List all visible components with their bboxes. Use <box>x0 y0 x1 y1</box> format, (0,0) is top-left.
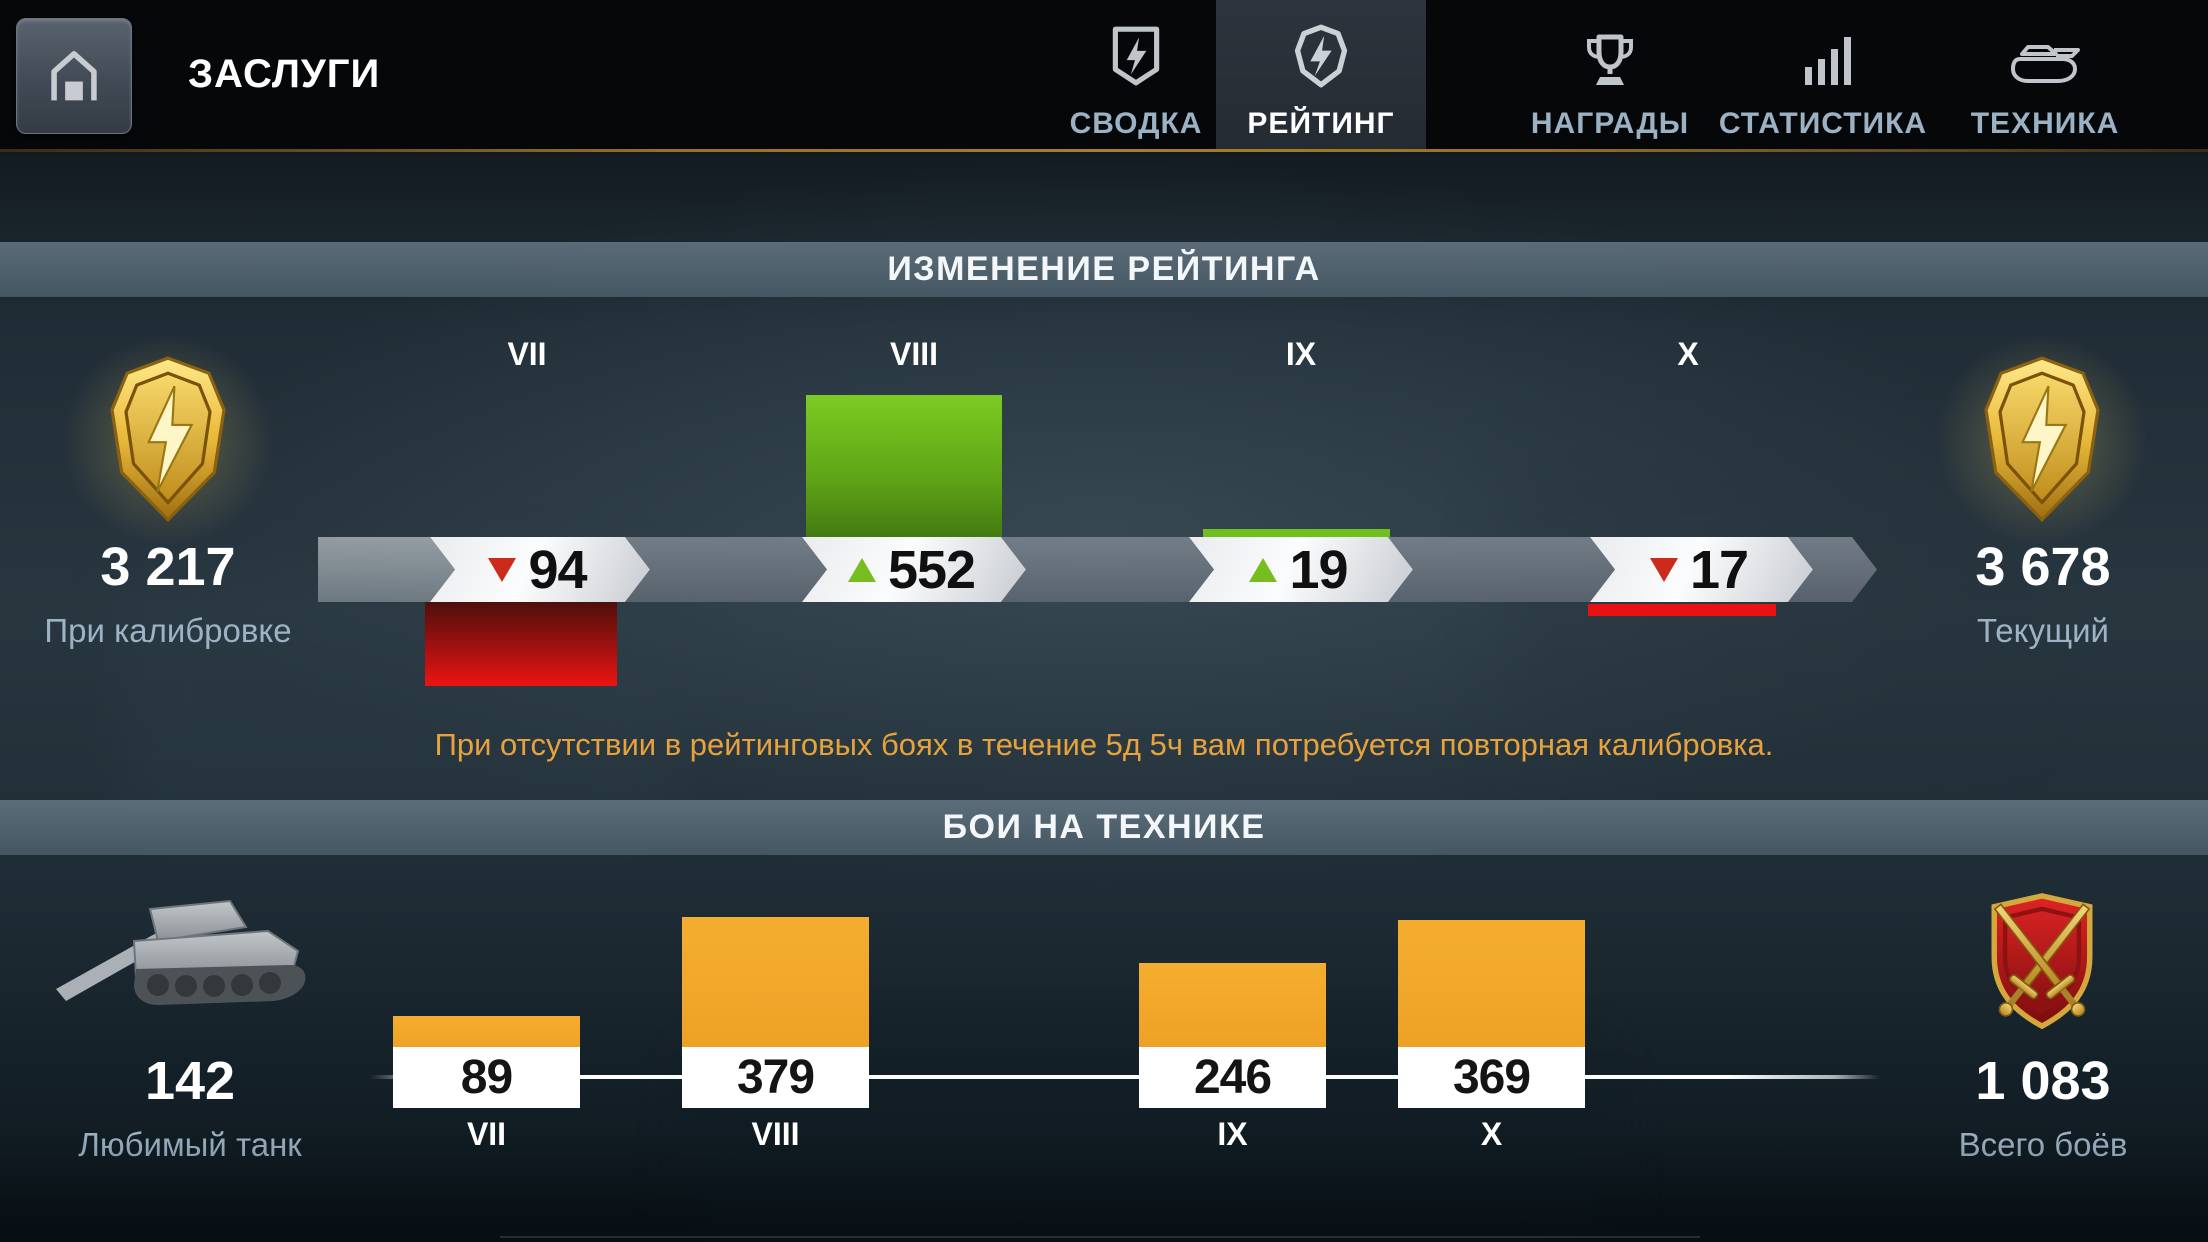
battles-tier-label-ix: IX <box>1217 1116 1248 1152</box>
arrow-up-icon <box>1249 558 1277 582</box>
battles-count-vii: 89 <box>460 1051 513 1104</box>
battles-bar-x: 369 X <box>1398 920 1585 1153</box>
tank-silhouette-icon <box>56 899 306 1005</box>
tab-vehicles[interactable]: ТЕХНИКА <box>1940 0 2150 149</box>
calibration-label: При калибровке <box>44 612 292 649</box>
battles-count-viii: 379 <box>736 1051 815 1104</box>
home-icon <box>51 51 97 101</box>
battles-tier-label-x: X <box>1480 1116 1503 1152</box>
home-button[interactable] <box>16 18 132 134</box>
rating-change-segment-viii: 552 <box>802 537 1026 602</box>
rating-shield-icon <box>1289 22 1353 95</box>
arrow-down-icon <box>488 558 516 582</box>
favorite-tank-image <box>50 862 330 1042</box>
current-rating-value: 3 678 <box>1975 537 2111 597</box>
favorite-tank-value: 142 <box>144 1051 236 1111</box>
background-shape <box>1500 452 2020 752</box>
tab-awards-label: НАГРАДЫ <box>1530 107 1690 140</box>
calibration-badge <box>58 330 278 550</box>
rating-change-vii: 94 <box>528 539 587 600</box>
rating-change-segment-x: 17 <box>1590 537 1813 602</box>
calibration-stat: 3 217 При калибровке <box>8 536 328 650</box>
band-gap-segment <box>1001 537 1214 602</box>
tank-icon <box>2006 30 2084 95</box>
battles-bar-ix: 246 IX <box>1139 963 1326 1153</box>
battles-bar-fill <box>1139 963 1326 1047</box>
battles-bar-fill <box>393 1016 580 1047</box>
rating-tier-label-ix: IX <box>1285 336 1317 372</box>
rating-gain-bar-viii <box>806 395 1002 537</box>
trophy-icon <box>1580 28 1640 95</box>
gold-shield-icon <box>110 356 226 523</box>
battles-tier-label-viii: VIII <box>751 1116 800 1152</box>
tab-rating[interactable]: РЕЙТИНГ <box>1216 0 1426 149</box>
battles-bar-viii: 379 VIII <box>682 917 869 1153</box>
rating-change-segment-ix: 19 <box>1189 537 1413 602</box>
total-battles-value: 1 083 <box>1975 1051 2111 1111</box>
current-rating-badge <box>1932 330 2152 550</box>
page-title: ЗАСЛУГИ <box>188 52 381 96</box>
band-gap-segment <box>1388 537 1615 602</box>
bar-chart-icon <box>1793 28 1853 95</box>
summary-banner-icon <box>1107 24 1165 95</box>
rating-section-header: ИЗМЕНЕНИЕ РЕЙТИНГА <box>0 242 2208 297</box>
bottom-vignette <box>0 1130 2208 1242</box>
band-gap-segment <box>625 537 827 602</box>
calibration-value: 3 217 <box>100 537 236 597</box>
rating-loss-bar-x <box>1588 604 1776 616</box>
tab-statistics[interactable]: СТАТИСТИКА <box>1718 0 1928 149</box>
total-battles-badge <box>1962 878 2122 1043</box>
battles-bar-vii: 89 VII <box>393 1016 580 1153</box>
battles-count-x: 369 <box>1452 1051 1531 1104</box>
tab-statistics-label: СТАТИСТИКА <box>1718 107 1928 140</box>
crossed-swords-shield-icon <box>1991 892 2093 1029</box>
tab-summary-label: СВОДКА <box>1069 107 1203 140</box>
floor-edge-line <box>500 1236 1700 1238</box>
chart-baseline <box>370 1075 1880 1079</box>
header-divider <box>0 149 2208 152</box>
rating-change-viii: 552 <box>887 539 976 600</box>
tab-rating-label: РЕЙТИНГ <box>1247 107 1395 140</box>
band-start-segment <box>318 537 455 602</box>
battles-bar-fill <box>1398 920 1585 1047</box>
rating-change-ix: 19 <box>1289 539 1348 600</box>
rating-tier-label-x: X <box>1677 336 1699 372</box>
arrow-down-icon <box>1650 558 1678 582</box>
calibration-warning: При отсутствии в рейтинговых боях в тече… <box>434 727 1774 762</box>
battles-bar-fill <box>682 917 869 1047</box>
tab-summary[interactable]: СВОДКА <box>1031 0 1241 149</box>
rating-change-segment-vii: 94 <box>430 537 650 602</box>
battles-count-ix: 246 <box>1193 1051 1272 1104</box>
rating-change-x: 17 <box>1689 539 1749 600</box>
battles-section-header: БОИ НА ТЕХНИКЕ <box>0 800 2208 855</box>
gold-shield-icon <box>1984 356 2100 523</box>
current-rating-label: Текущий <box>1977 612 2109 649</box>
rating-section-title: ИЗМЕНЕНИЕ РЕЙТИНГА <box>887 250 1321 288</box>
tab-vehicles-label: ТЕХНИКА <box>1970 107 2120 140</box>
rating-tier-label-vii: VII <box>507 336 547 372</box>
battles-tier-label-vii: VII <box>466 1116 507 1152</box>
rating-gain-bar-ix <box>1203 529 1390 537</box>
rating-loss-bar-vii <box>425 602 617 686</box>
top-header: ЗАСЛУГИ СВОДКА РЕЙТИНГ <box>0 0 2208 149</box>
tab-awards[interactable]: НАГРАДЫ <box>1505 0 1715 149</box>
arrow-up-icon <box>848 558 876 582</box>
battles-section-title: БОИ НА ТЕХНИКЕ <box>942 808 1266 846</box>
rating-tier-label-viii: VIII <box>889 336 938 372</box>
current-rating-stat: 3 678 Текущий <box>1888 536 2198 650</box>
